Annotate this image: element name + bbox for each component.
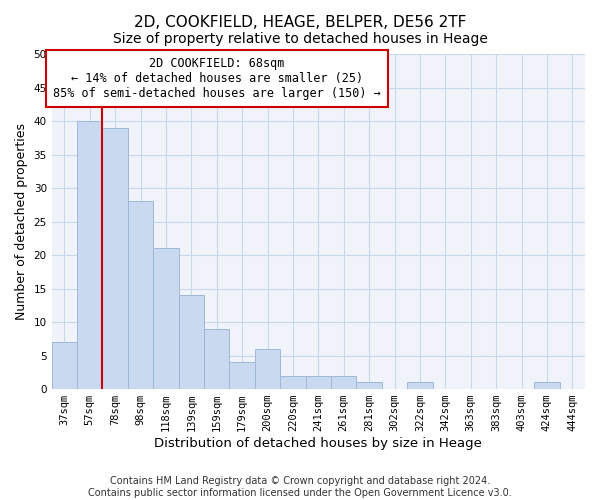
Y-axis label: Number of detached properties: Number of detached properties (15, 123, 28, 320)
Bar (305, 376, 331, 389)
Bar (204, 329, 229, 389)
Bar (331, 376, 356, 389)
Bar (179, 296, 204, 389)
Text: Size of property relative to detached houses in Heage: Size of property relative to detached ho… (113, 32, 487, 46)
Bar (128, 202, 153, 389)
Text: Contains HM Land Registry data © Crown copyright and database right 2024.
Contai: Contains HM Land Registry data © Crown c… (88, 476, 512, 498)
Bar (52, 342, 77, 389)
Bar (153, 248, 179, 389)
Bar (255, 349, 280, 389)
Text: 2D COOKFIELD: 68sqm
← 14% of detached houses are smaller (25)
85% of semi-detach: 2D COOKFIELD: 68sqm ← 14% of detached ho… (53, 58, 380, 100)
Bar (534, 382, 560, 389)
Bar (356, 382, 382, 389)
Bar (407, 382, 433, 389)
X-axis label: Distribution of detached houses by size in Heage: Distribution of detached houses by size … (154, 437, 482, 450)
Bar (103, 128, 128, 389)
Text: 2D, COOKFIELD, HEAGE, BELPER, DE56 2TF: 2D, COOKFIELD, HEAGE, BELPER, DE56 2TF (134, 15, 466, 30)
Bar (77, 121, 103, 389)
Bar (229, 362, 255, 389)
Bar (280, 376, 305, 389)
